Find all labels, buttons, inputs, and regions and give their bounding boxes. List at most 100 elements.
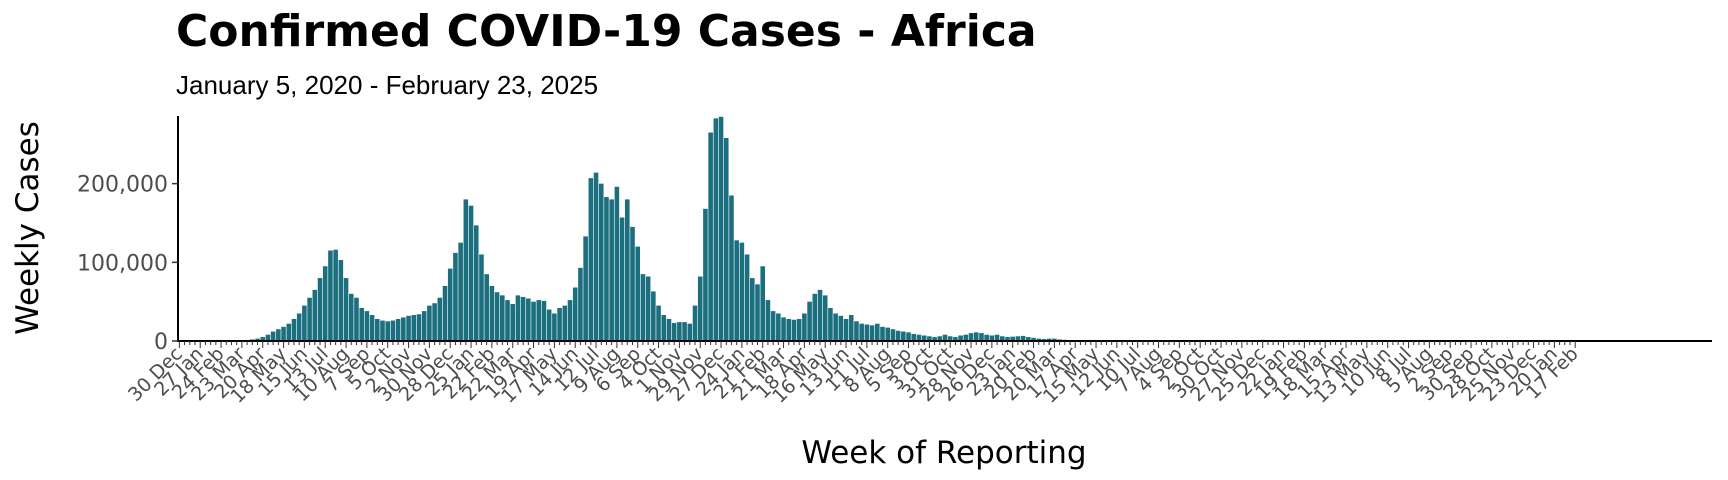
bar xyxy=(854,321,859,341)
bar xyxy=(989,335,995,341)
bar xyxy=(494,292,500,341)
bar xyxy=(1020,335,1026,341)
bar xyxy=(1005,337,1010,341)
bar xyxy=(651,291,656,341)
bar xyxy=(796,318,802,341)
bar xyxy=(885,327,890,341)
bar xyxy=(932,337,937,341)
bar xyxy=(677,322,682,341)
bar xyxy=(317,278,323,341)
bar xyxy=(416,314,422,341)
bar xyxy=(859,323,864,341)
bar xyxy=(807,301,812,341)
bar xyxy=(984,334,989,341)
bar xyxy=(625,199,630,341)
bar xyxy=(1026,337,1031,341)
bar xyxy=(343,278,349,341)
bar xyxy=(901,331,906,341)
bar xyxy=(906,332,911,341)
bar xyxy=(645,276,651,341)
bar xyxy=(276,329,281,341)
bar xyxy=(307,297,312,341)
y-axis-title: Weekly Cases xyxy=(10,121,46,335)
bar xyxy=(791,319,797,341)
bar xyxy=(354,297,359,341)
bar xyxy=(359,307,364,341)
bar xyxy=(937,336,943,341)
bar xyxy=(729,195,734,341)
bar xyxy=(744,254,750,341)
bar xyxy=(541,300,547,341)
bar xyxy=(755,284,760,341)
y-tick-label: 200,000 xyxy=(77,173,168,198)
bar xyxy=(364,311,370,341)
bar xyxy=(411,315,417,341)
bar xyxy=(958,335,963,341)
bar xyxy=(661,315,667,341)
bar xyxy=(427,305,432,341)
bar xyxy=(333,249,338,341)
bar xyxy=(864,324,870,341)
bar xyxy=(546,309,552,341)
bar xyxy=(552,313,557,341)
y-axis-ticks: 0 100,000 200,000 xyxy=(77,173,178,355)
bar xyxy=(786,318,792,341)
bar xyxy=(822,295,828,341)
bar xyxy=(536,300,542,341)
y-tick-label: 100,000 xyxy=(77,251,168,276)
bar xyxy=(1000,336,1005,341)
bar xyxy=(338,259,344,341)
bar xyxy=(619,217,625,341)
bar xyxy=(562,305,568,341)
bar xyxy=(286,323,292,341)
axes-layer xyxy=(177,116,1712,342)
bar xyxy=(567,300,573,341)
bar xyxy=(781,317,786,341)
bar xyxy=(265,334,271,341)
bar xyxy=(609,199,614,341)
bar xyxy=(640,274,646,341)
bar xyxy=(390,320,396,341)
bar xyxy=(718,116,724,341)
bar xyxy=(291,318,297,341)
bar xyxy=(468,205,474,341)
bar xyxy=(583,236,588,341)
bar xyxy=(895,330,901,341)
bar xyxy=(697,276,703,341)
bar xyxy=(869,325,875,341)
bar xyxy=(776,313,781,341)
bar xyxy=(489,285,495,341)
bar xyxy=(312,289,318,341)
bar xyxy=(473,225,479,341)
bar xyxy=(848,315,854,341)
bar xyxy=(593,172,599,341)
bar xyxy=(505,300,510,341)
bar xyxy=(302,305,307,341)
bar xyxy=(927,336,932,341)
bar xyxy=(817,289,823,341)
bar xyxy=(322,266,328,341)
bar xyxy=(520,296,526,341)
bar xyxy=(453,252,458,341)
bar xyxy=(880,326,885,341)
bar xyxy=(843,318,849,341)
bar xyxy=(447,268,453,341)
bar xyxy=(911,333,917,341)
bars-layer xyxy=(234,116,1708,341)
bar xyxy=(703,208,708,341)
bar xyxy=(765,300,771,341)
bar xyxy=(484,274,489,341)
bar xyxy=(875,323,880,341)
y-tick-label: 0 xyxy=(154,330,168,355)
bar xyxy=(734,240,739,341)
bar xyxy=(348,293,354,341)
bar xyxy=(750,278,755,341)
bar xyxy=(380,320,385,341)
bar xyxy=(916,334,922,341)
bar xyxy=(692,305,698,341)
bar xyxy=(614,186,620,341)
bar xyxy=(890,329,896,341)
bar xyxy=(421,311,427,341)
bar xyxy=(1010,336,1015,341)
